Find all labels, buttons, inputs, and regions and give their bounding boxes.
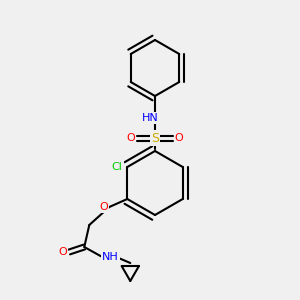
- Text: HN: HN: [142, 113, 158, 123]
- Text: O: O: [127, 133, 135, 143]
- Text: Cl: Cl: [112, 162, 123, 172]
- Text: O: O: [175, 133, 183, 143]
- Text: O: O: [58, 247, 67, 257]
- Text: NH: NH: [102, 252, 119, 262]
- Text: O: O: [99, 202, 108, 212]
- Text: S: S: [151, 131, 159, 145]
